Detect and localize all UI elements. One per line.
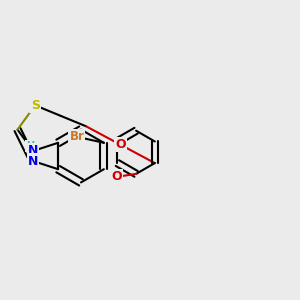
Text: H: H [26,142,34,152]
Text: O: O [111,170,122,183]
Text: N: N [28,154,38,167]
Text: S: S [31,99,40,112]
Text: O: O [115,138,126,151]
Text: N: N [28,145,38,158]
Text: Br: Br [69,130,84,143]
